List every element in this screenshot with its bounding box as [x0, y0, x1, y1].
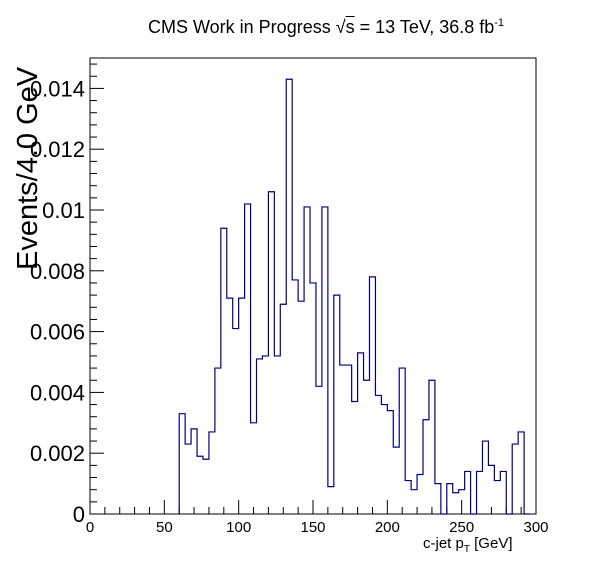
histogram-bin: [465, 471, 471, 514]
histogram-bin: [334, 295, 340, 514]
histogram-bin: [292, 280, 298, 514]
histogram-bin: [435, 484, 441, 514]
histogram-bin: [417, 474, 423, 514]
x-axis-label-main: c-jet p: [423, 535, 464, 552]
title-sqrt-arg: s: [345, 17, 355, 37]
y-tick-label: 0.008: [30, 259, 85, 284]
x-axis-label: c-jet pT [GeV]: [423, 535, 513, 555]
histogram-outline: [178, 78, 531, 515]
histogram-bin: [233, 329, 239, 514]
histogram-bin: [482, 441, 488, 514]
x-axis-label-sub: T: [463, 544, 470, 555]
histogram-bin: [280, 304, 286, 514]
histogram-bin: [399, 368, 405, 514]
histogram-bin: [316, 386, 322, 514]
y-tick-label: 0: [73, 502, 85, 527]
histogram-bars: [178, 78, 531, 515]
title-prefix: CMS Work in Progress: [148, 17, 331, 37]
y-tick-label: 0.002: [30, 441, 85, 466]
axes-group: 0 50 100 150 200 250 300 0 0.002 0.004 0.006 0.008 0…: [30, 57, 549, 536]
histogram-bin: [387, 411, 393, 514]
x-axis-label-unit: [GeV]: [469, 535, 513, 552]
histogram-bin: [304, 207, 310, 514]
histogram-bin: [251, 423, 257, 514]
plot-frame: [89, 57, 537, 515]
histogram-bin: [405, 481, 411, 514]
histogram-bin: [488, 465, 494, 514]
title-sqrt-symbol: √: [335, 17, 346, 37]
y-tick-label: 0.01: [42, 198, 85, 223]
histogram-bin: [411, 490, 417, 514]
histogram-bin: [197, 456, 203, 514]
histogram-bin: [512, 444, 518, 514]
histogram-bin: [239, 298, 245, 514]
title-exponent: -1: [494, 17, 505, 29]
histogram-bin: [215, 368, 221, 514]
histogram-bin: [221, 228, 227, 514]
histogram-bin: [298, 301, 304, 514]
histogram-bin: [185, 444, 191, 514]
histogram-bin: [447, 484, 453, 514]
histogram-bin: [209, 432, 215, 514]
histogram-bin: [262, 356, 268, 514]
x-tick-label: 0: [86, 519, 94, 536]
histogram-bin: [375, 395, 381, 514]
histogram-bin: [191, 429, 197, 514]
histogram-bin: [257, 359, 263, 514]
histogram-bin: [286, 79, 292, 514]
title-suffix: = 13 TeV, 36.8 fb: [354, 17, 495, 37]
histogram-bin: [477, 471, 483, 514]
histogram-bin: [340, 365, 346, 514]
histogram-bin: [423, 420, 429, 514]
histogram-bin: [346, 365, 352, 514]
histogram-bin: [274, 356, 280, 514]
histogram-bin: [369, 277, 375, 514]
y-tick-label: 0.006: [30, 320, 85, 345]
histogram-bin: [203, 459, 209, 514]
histogram-bin: [179, 414, 185, 514]
x-tick-label: 50: [156, 519, 173, 536]
histogram-bin: [518, 432, 524, 514]
x-tick-label: 300: [523, 519, 548, 536]
x-tick-label: 150: [300, 519, 325, 536]
histogram-bin: [358, 353, 364, 514]
histogram-bin: [268, 192, 274, 514]
chart-title: CMS Work in Progress √s = 13 TeV, 36.8 f…: [148, 17, 504, 38]
histogram-bin: [381, 405, 387, 514]
histogram-bin: [322, 207, 328, 514]
x-tick-label: 250: [449, 519, 474, 536]
histogram-bin: [494, 481, 500, 514]
y-tick-label: 0.004: [30, 380, 85, 405]
histogram-bin: [328, 487, 334, 514]
histogram-bin: [310, 283, 316, 514]
histogram-bin: [393, 447, 399, 514]
histogram-bin: [352, 402, 358, 514]
histogram-bin: [429, 380, 435, 514]
y-tick-label: 0.014: [30, 76, 85, 101]
histogram-bin: [453, 493, 459, 514]
histogram-bin: [500, 471, 506, 514]
y-tick-label: 0.012: [30, 137, 85, 162]
x-tick-label: 100: [226, 519, 251, 536]
histogram-bin: [245, 204, 251, 514]
y-axis-label: Events/4.0 GeV: [12, 66, 44, 270]
histogram-bin: [227, 298, 233, 514]
x-tick-label: 200: [375, 519, 400, 536]
histogram-bin: [364, 380, 370, 514]
